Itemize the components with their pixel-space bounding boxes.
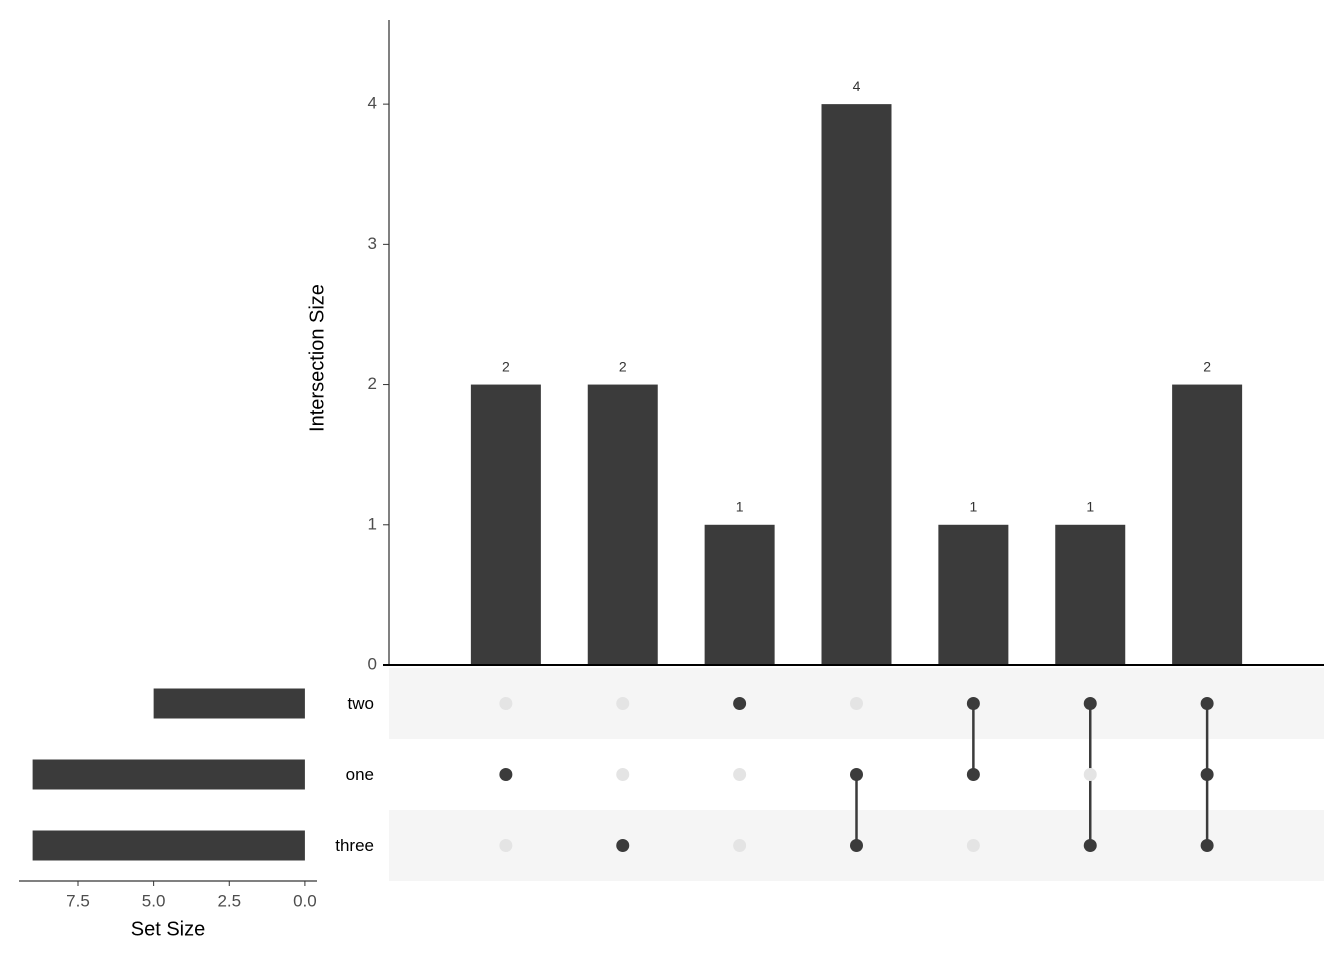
matrix-dot bbox=[616, 768, 630, 781]
y-tick-label: 1 bbox=[368, 514, 377, 533]
bar-label: 1 bbox=[1086, 498, 1094, 514]
matrix-dot bbox=[1200, 697, 1214, 710]
set-size-bar bbox=[32, 830, 305, 861]
set-label: two bbox=[348, 694, 374, 713]
bar bbox=[587, 384, 658, 665]
matrix-dot bbox=[966, 768, 980, 781]
bar-label: 2 bbox=[1203, 358, 1211, 374]
matrix-dot bbox=[1200, 839, 1214, 852]
set-tick-label: 2.5 bbox=[217, 891, 241, 910]
matrix-dot bbox=[850, 839, 863, 852]
matrix-dot bbox=[1083, 839, 1097, 852]
bar-label: 4 bbox=[853, 78, 861, 94]
set-tick-label: 5.0 bbox=[142, 891, 166, 910]
bar bbox=[938, 524, 1009, 665]
bar-label: 2 bbox=[502, 358, 510, 374]
y-tick-label: 0 bbox=[368, 654, 377, 673]
bar-label: 1 bbox=[736, 498, 744, 514]
y-axis-title: Intersection Size bbox=[306, 284, 328, 432]
matrix-dot bbox=[733, 768, 747, 781]
matrix-dot bbox=[1083, 768, 1097, 781]
bar bbox=[1055, 524, 1126, 665]
matrix-dot bbox=[499, 839, 513, 852]
bar bbox=[704, 524, 775, 665]
matrix-dot bbox=[966, 697, 980, 710]
bar-label: 2 bbox=[619, 358, 627, 374]
matrix-dot bbox=[850, 768, 863, 781]
y-tick-label: 3 bbox=[368, 234, 377, 253]
matrix-dot bbox=[733, 697, 747, 710]
bar-label: 1 bbox=[969, 498, 977, 514]
matrix-dot bbox=[616, 839, 630, 852]
matrix-dot bbox=[1200, 768, 1214, 781]
y-tick-label: 2 bbox=[368, 374, 377, 393]
set-size-bar bbox=[153, 688, 305, 719]
matrix-dot bbox=[733, 839, 747, 852]
bar bbox=[1172, 384, 1243, 665]
set-label: three bbox=[335, 836, 374, 855]
y-tick-label: 4 bbox=[368, 94, 377, 113]
x-axis-title: Set Size bbox=[131, 918, 205, 940]
matrix-dot bbox=[1083, 697, 1097, 710]
bar bbox=[470, 384, 541, 665]
set-tick-label: 0.0 bbox=[293, 891, 317, 910]
matrix-dot bbox=[499, 768, 513, 781]
set-size-bar bbox=[32, 759, 305, 790]
set-tick-label: 7.5 bbox=[66, 891, 90, 910]
set-label: one bbox=[346, 765, 374, 784]
matrix-dot bbox=[966, 839, 980, 852]
matrix-dot bbox=[616, 697, 630, 710]
bar bbox=[821, 104, 892, 665]
matrix-dot bbox=[499, 697, 513, 710]
matrix-dot bbox=[850, 697, 863, 710]
